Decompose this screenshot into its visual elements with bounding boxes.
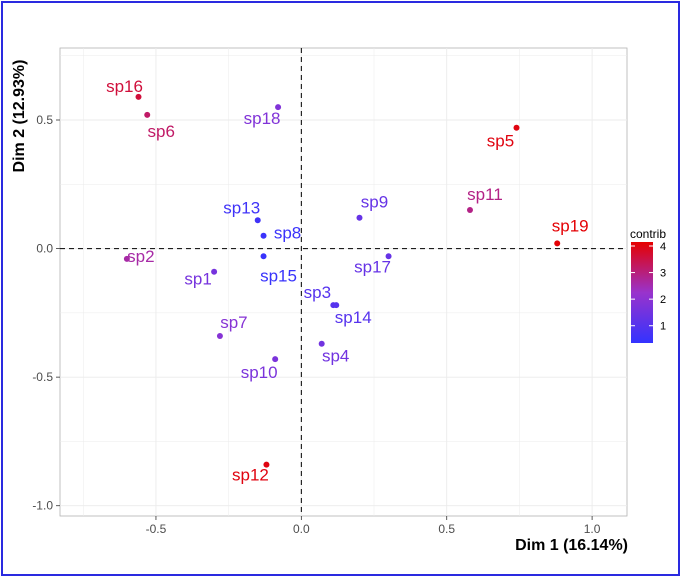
point-label-sp11: sp11 <box>467 185 503 204</box>
contrib-legend: contrib 1 2 3 4 <box>630 227 666 343</box>
point-sp10 <box>272 356 279 363</box>
point-sp4 <box>318 340 325 347</box>
point-sp1 <box>211 268 218 275</box>
point-label-sp14: sp14 <box>335 308 372 327</box>
point-sp8 <box>260 232 267 239</box>
legend-tick-label: 1 <box>660 321 666 333</box>
legend-tick-label: 3 <box>660 268 666 280</box>
point-labels: sp1 sp2 sp3 sp4 sp5 sp6 sp7 sp8 sp9 sp10 sp11 sp12 s… <box>106 77 589 485</box>
x-tick-label: 0.5 <box>438 522 455 536</box>
point-label-sp16: sp16 <box>106 77 143 96</box>
reference-lines <box>60 48 627 516</box>
point-label-sp5: sp5 <box>487 132 514 151</box>
point-sp6 <box>144 111 151 118</box>
x-axis-title: Dim 1 (16.14%) <box>515 537 628 554</box>
y-tick-label: 0.5 <box>36 113 53 127</box>
plot-panel <box>59 47 628 517</box>
legend-tick-label: 2 <box>660 294 666 306</box>
x-axis-ticks: -0.5 0.0 0.5 1.0 <box>146 516 601 536</box>
point-label-sp9: sp9 <box>361 193 388 212</box>
data-points <box>123 93 561 468</box>
x-tick-label: -0.5 <box>146 522 167 536</box>
point-label-sp6: sp6 <box>148 122 175 141</box>
y-tick-label: 0.0 <box>36 242 53 256</box>
point-sp7 <box>216 333 223 339</box>
legend-title: contrib <box>630 227 666 241</box>
point-sp18 <box>275 104 282 111</box>
y-tick-label: -1.0 <box>32 499 53 513</box>
point-sp15 <box>260 253 267 260</box>
legend-tick-label: 4 <box>660 241 666 253</box>
point-sp19 <box>554 240 561 247</box>
y-axis-title: Dim 2 (12.93%) <box>11 60 28 173</box>
legend-colorbar <box>631 242 653 343</box>
point-sp17 <box>385 253 392 260</box>
point-label-sp8: sp8 <box>274 224 301 243</box>
point-sp11 <box>466 207 473 213</box>
point-label-sp17: sp17 <box>354 257 391 276</box>
point-label-sp4: sp4 <box>322 347 349 366</box>
point-label-sp3: sp3 <box>304 283 331 302</box>
point-label-sp1: sp1 <box>184 270 211 289</box>
point-label-sp15: sp15 <box>260 266 297 285</box>
point-label-sp18: sp18 <box>244 109 281 128</box>
point-sp14 <box>333 302 340 309</box>
point-sp13 <box>254 217 261 224</box>
x-tick-label: 0.0 <box>293 522 310 536</box>
point-sp9 <box>356 214 363 221</box>
point-label-sp19: sp19 <box>552 216 589 235</box>
point-sp5 <box>513 124 520 131</box>
point-label-sp13: sp13 <box>223 198 260 217</box>
y-axis-ticks: -1.0 -0.5 0.0 0.5 <box>32 113 60 513</box>
point-sp16 <box>135 93 142 100</box>
point-label-sp12: sp12 <box>232 466 269 485</box>
point-label-sp10: sp10 <box>241 363 278 382</box>
x-tick-label: 1.0 <box>584 522 601 536</box>
y-tick-label: -0.5 <box>32 370 53 384</box>
point-sp2 <box>123 255 130 262</box>
point-label-sp7: sp7 <box>220 313 247 332</box>
point-label-sp2: sp2 <box>127 247 154 266</box>
point-sp12 <box>263 461 270 468</box>
